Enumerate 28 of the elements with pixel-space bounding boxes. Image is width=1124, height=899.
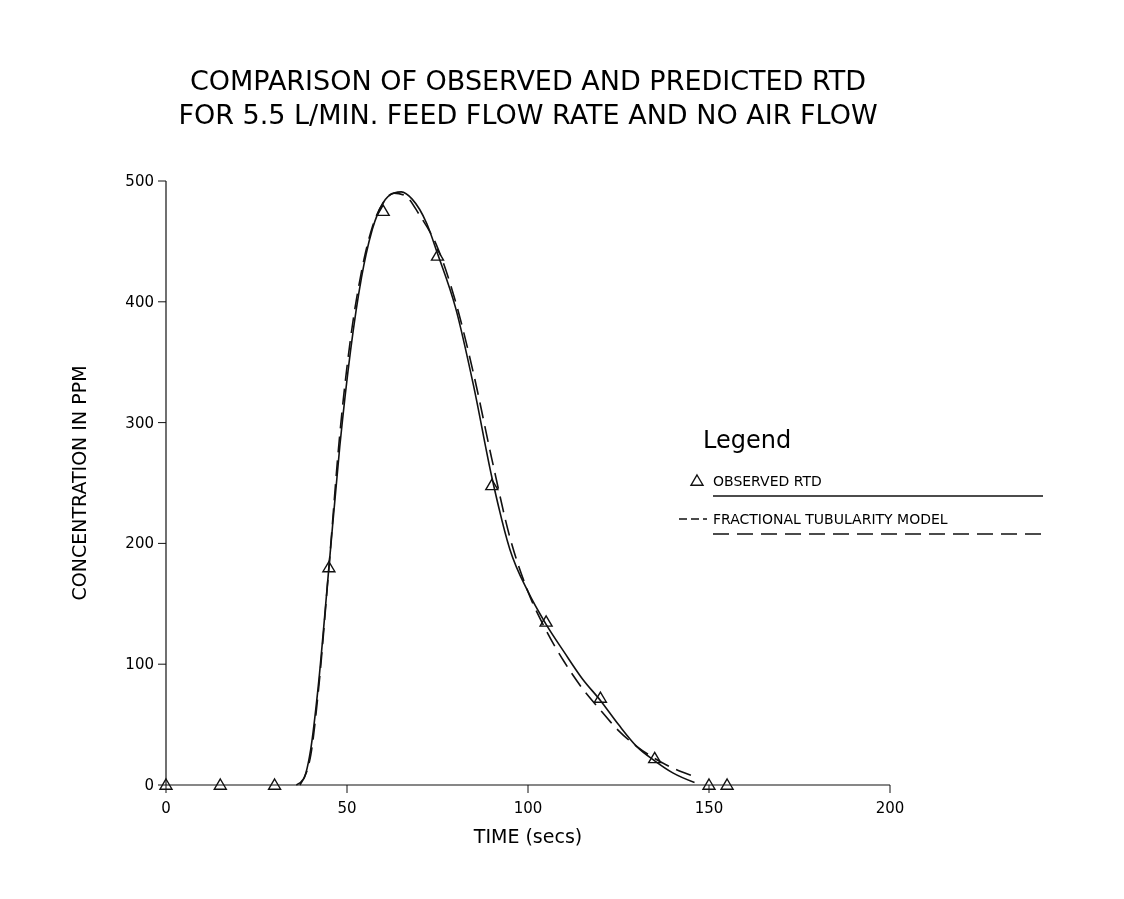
point [648,751,662,764]
y-tick-label: 500 [125,172,154,190]
x-axis-title: TIME (secs) [472,825,583,847]
chart-title: COMPARISON OF OBSERVED AND PREDICTED RTD FOR 5.5 L/MIN. FEED FLOW RATE AND NO AIR FLOW [178,65,878,130]
point [702,778,716,790]
x-tick-label: 0 [161,799,171,817]
y-tick-label: 300 [125,413,154,432]
legend-title: Legend [703,426,792,454]
point [213,778,227,790]
legend-label: OBSERVED RTD [713,473,822,489]
point [539,615,553,627]
x-tick-label: 150 [694,799,724,817]
y-tick-label: 100 [125,655,154,674]
point [485,478,499,491]
point [430,249,445,261]
y-tick-label: 400 [125,292,154,311]
point [593,691,608,703]
point [322,560,336,573]
y-tick-label: 200 [125,534,154,553]
y-tick-label: 0 [144,776,154,794]
point [267,778,282,790]
point [720,778,734,790]
point [376,204,390,217]
y-axis-title: CONCENTRATION IN PPM [68,365,90,601]
x-tick-label: 200 [875,799,905,817]
legend-label: FRACTIONAL TUBULARITY MODEL [713,511,948,527]
x-tick-label: 100 [513,799,543,817]
x-tick-label: 50 [337,799,357,817]
